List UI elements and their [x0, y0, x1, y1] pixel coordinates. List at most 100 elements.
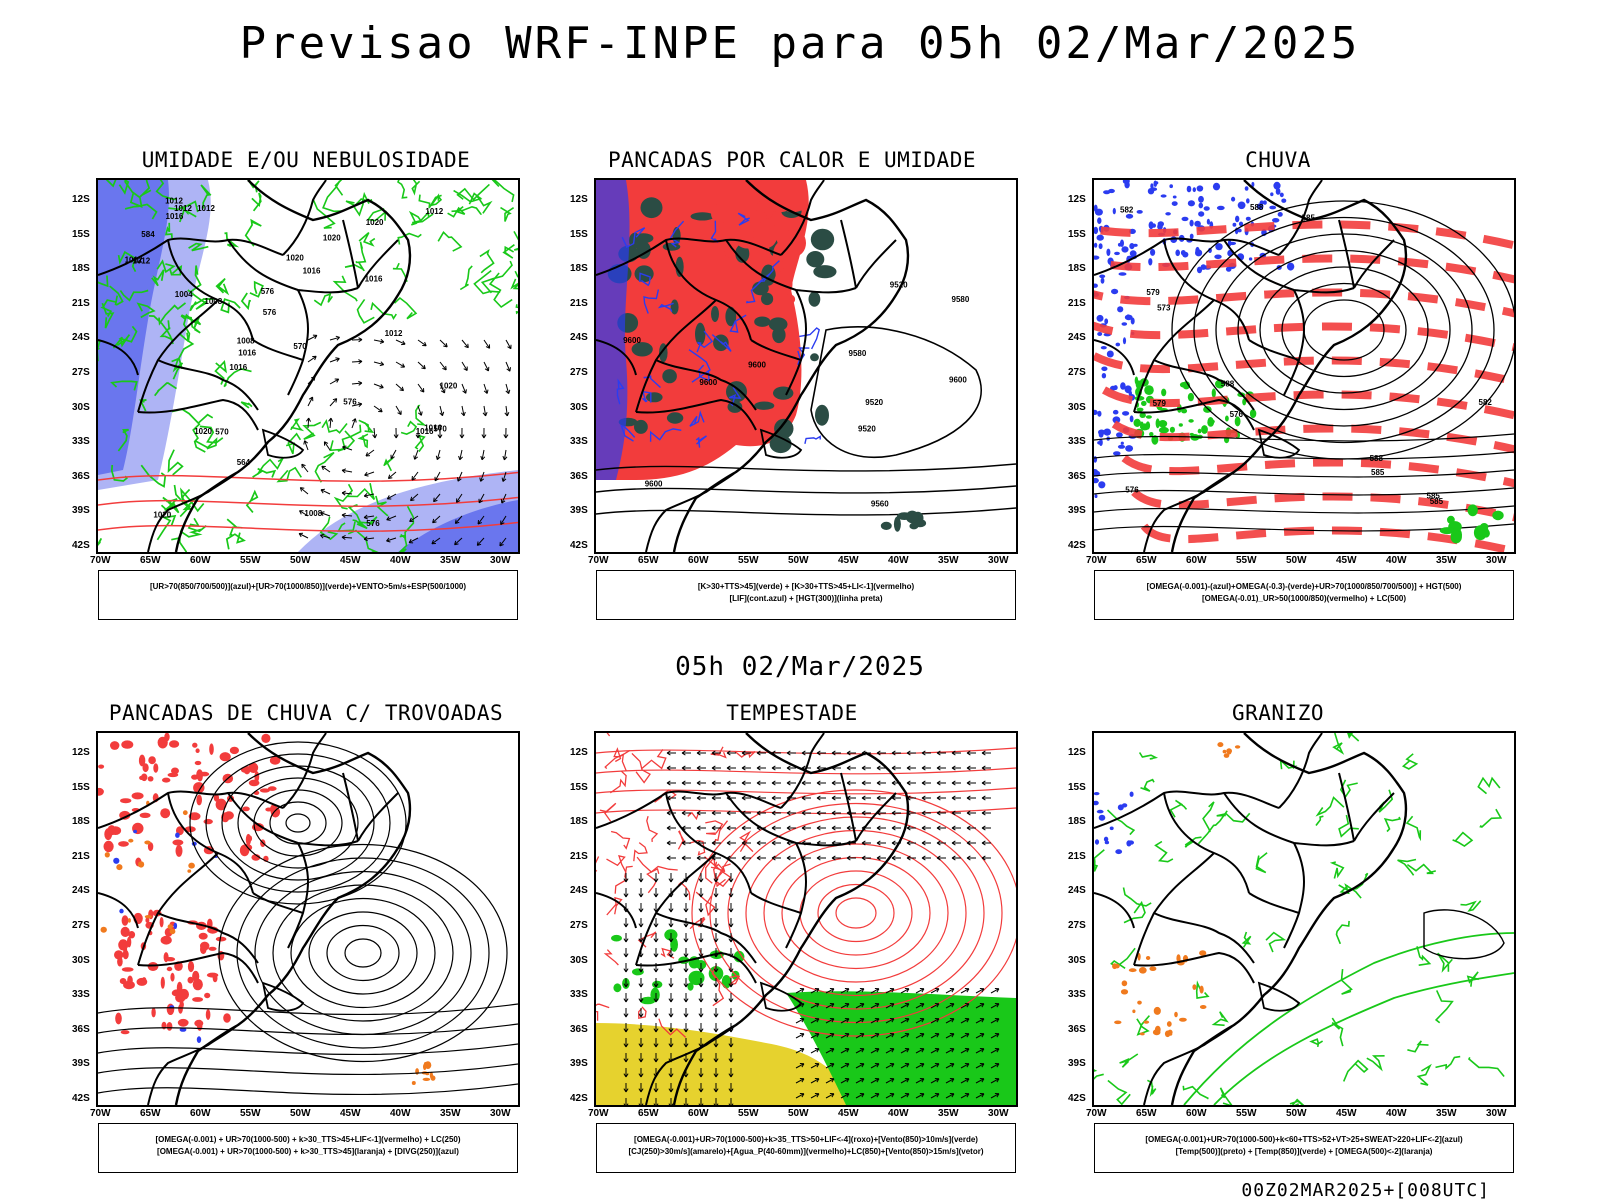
latitude-label: 30S — [72, 955, 90, 966]
longitude-label: 40W — [888, 555, 909, 566]
longitude-label: 40W — [390, 1108, 411, 1119]
contour-label: 9600 — [623, 336, 641, 345]
legend-line: [OMEGA(-0.001)+UR>70(1000-500)+k>35_TTS>… — [597, 1134, 1015, 1146]
latitude-label: 42S — [1068, 1093, 1086, 1104]
latitude-label: 33S — [72, 989, 90, 1000]
latitude-label: 18S — [72, 263, 90, 274]
longitude-label: 55W — [1236, 555, 1257, 566]
latitude-label: 33S — [1068, 436, 1086, 447]
panel-title-pancadas-calor: PANCADAS POR CALOR E UMIDADE — [582, 148, 1002, 172]
contour-label: 1008 — [237, 337, 255, 346]
contour-label: 9580 — [849, 349, 867, 358]
latitude-label: 15S — [1068, 229, 1086, 240]
latitude-label: 33S — [570, 989, 588, 1000]
contour-label: 579 — [1153, 399, 1167, 408]
longitude-label: 35W — [938, 555, 959, 566]
contour-label: 9580 — [952, 295, 970, 304]
legend-trovoadas: [OMEGA(-0.001) + UR>70(1000-500) + k>30_… — [98, 1123, 518, 1173]
longitude-label: 45W — [1336, 1108, 1357, 1119]
trovoadas-layer — [98, 733, 518, 1105]
latitude-label: 42S — [72, 1093, 90, 1104]
latitude-label: 24S — [72, 885, 90, 896]
latitude-label: 24S — [72, 332, 90, 343]
latitude-label: 39S — [72, 505, 90, 516]
map-tempestade — [594, 731, 1018, 1107]
contour-label: 588 — [1370, 454, 1384, 463]
longitude-label: 50W — [290, 1108, 311, 1119]
latitude-label: 21S — [570, 298, 588, 309]
contour-label: 570 — [434, 424, 448, 433]
contour-label: 1012 — [125, 255, 143, 264]
latitude-label: 39S — [72, 1058, 90, 1069]
latitude-label: 24S — [1068, 332, 1086, 343]
longitude-label: 30W — [1486, 555, 1507, 566]
legend-line: [OMEGA(-0.001)-(azul)+OMEGA(-0.3)-(verde… — [1095, 581, 1513, 593]
longitude-label: 35W — [1436, 1108, 1457, 1119]
longitude-label: 45W — [340, 555, 361, 566]
latitude-label: 12S — [570, 194, 588, 205]
map-trovoadas — [96, 731, 520, 1107]
contour-label: 1012 — [174, 204, 192, 213]
latitude-label: 15S — [570, 229, 588, 240]
contour-label: 1012 — [385, 329, 403, 338]
latitude-label: 21S — [72, 298, 90, 309]
contour-label: 9600 — [645, 480, 663, 489]
longitude-label: 55W — [1236, 1108, 1257, 1119]
panel-title-umidade: UMIDADE E/OU NEBULOSIDADE — [96, 148, 516, 172]
latitude-label: 12S — [1068, 194, 1086, 205]
latitude-label: 27S — [72, 367, 90, 378]
latitude-label: 42S — [570, 1093, 588, 1104]
longitude-label: 40W — [1386, 1108, 1407, 1119]
legend-line: [OMEGA(-0.01)_UR>50(1000/850)(vermelho) … — [1095, 593, 1513, 605]
longitude-label: 30W — [988, 1108, 1009, 1119]
latitude-label: 27S — [1068, 920, 1086, 931]
tempestade-layer — [596, 733, 1016, 1105]
contour-label: 584 — [141, 230, 155, 239]
contour-label: 1020 — [153, 511, 171, 520]
longitude-label: 70W — [90, 1108, 111, 1119]
longitude-label: 40W — [1386, 555, 1407, 566]
longitude-label: 60W — [190, 555, 211, 566]
longitude-label: 50W — [1286, 555, 1307, 566]
contour-label: 9600 — [949, 376, 967, 385]
contour-label: 9560 — [871, 500, 889, 509]
longitude-label: 70W — [588, 1108, 609, 1119]
longitude-label: 50W — [1286, 1108, 1307, 1119]
contour-label: 576 — [261, 287, 275, 296]
latitude-label: 12S — [72, 194, 90, 205]
longitude-label: 65W — [1136, 1108, 1157, 1119]
longitude-label: 60W — [688, 555, 709, 566]
latitude-label: 15S — [1068, 782, 1086, 793]
latitude-label: 18S — [570, 816, 588, 827]
chuva-layer: 5855855885885885855825795765735765795825… — [1094, 180, 1514, 552]
longitude-label: 70W — [90, 555, 111, 566]
legend-line: [OMEGA(-0.001)+UR>70(1000-500)+k<60+TTS>… — [1095, 1134, 1513, 1146]
contour-label: 588 — [1221, 380, 1235, 389]
latitude-label: 39S — [570, 505, 588, 516]
contour-label: 9520 — [865, 398, 883, 407]
panel-title-tempestade: TEMPESTADE — [582, 701, 1002, 725]
latitude-label: 30S — [72, 402, 90, 413]
latitude-label: 15S — [72, 782, 90, 793]
contour-label: 1016 — [303, 266, 321, 275]
latitude-label: 36S — [570, 471, 588, 482]
contour-label: 585 — [1430, 497, 1444, 506]
contour-label: 1020 — [286, 253, 304, 262]
contour-label: 9520 — [858, 425, 876, 434]
legend-pancadas-calor: [K>30+TTS>45](verde) + [K>30+TTS>45+LI<-… — [596, 570, 1016, 620]
latitude-label: 21S — [1068, 298, 1086, 309]
latitude-label: 42S — [1068, 540, 1086, 551]
contour-label: 1016 — [365, 274, 383, 283]
longitude-label: 45W — [838, 555, 859, 566]
latitude-label: 18S — [72, 816, 90, 827]
legend-line: [LIF](cont.azul) + [HGT(300)](linha pret… — [597, 593, 1015, 605]
latitude-label: 33S — [72, 436, 90, 447]
contour-label: 582 — [1120, 206, 1134, 215]
latitude-label: 21S — [570, 851, 588, 862]
longitude-label: 65W — [140, 555, 161, 566]
contour-label: 1016 — [238, 349, 256, 358]
legend-line: [OMEGA(-0.001) + UR>70(1000-500) + k>30_… — [99, 1146, 517, 1158]
panel-title-chuva: CHUVA — [1068, 148, 1488, 172]
